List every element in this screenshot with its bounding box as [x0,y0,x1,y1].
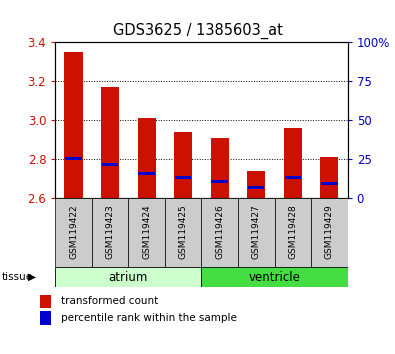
Bar [211,138,229,198]
Bar [248,186,265,189]
Bar [174,132,192,198]
Text: GSM119426: GSM119426 [215,204,224,259]
Bar [320,157,339,198]
Text: GSM119429: GSM119429 [325,204,334,259]
Bar [101,87,119,198]
Text: GSM119428: GSM119428 [288,204,297,259]
Text: GSM119427: GSM119427 [252,204,261,259]
Text: tissue: tissue [2,272,33,282]
Text: ▶: ▶ [28,272,36,282]
Bar [102,162,118,166]
Text: atrium: atrium [109,270,148,284]
Bar [284,176,301,179]
Text: GSM119423: GSM119423 [105,204,115,259]
Bar [275,198,311,267]
Bar [311,198,348,267]
Text: transformed count: transformed count [61,296,158,306]
Bar [92,198,128,267]
Text: ventricle: ventricle [248,270,301,284]
Bar [64,52,83,198]
Text: percentile rank within the sample: percentile rank within the sample [61,313,237,323]
Text: GSM119424: GSM119424 [142,204,151,259]
Bar [55,198,92,267]
Bar [137,119,156,198]
Bar [55,267,201,287]
Bar [175,176,192,179]
Bar [201,267,348,287]
Bar [165,198,201,267]
Bar [321,182,338,185]
Bar [247,171,265,198]
Bar [40,311,51,325]
Bar [201,198,238,267]
Bar [211,180,228,183]
Bar [65,157,82,160]
Bar [284,128,302,198]
Text: GSM119425: GSM119425 [179,204,188,259]
Bar [40,295,51,308]
Bar [238,198,275,267]
Bar [138,172,155,176]
Text: GDS3625 / 1385603_at: GDS3625 / 1385603_at [113,23,282,39]
Bar [128,198,165,267]
Text: GSM119422: GSM119422 [69,204,78,259]
